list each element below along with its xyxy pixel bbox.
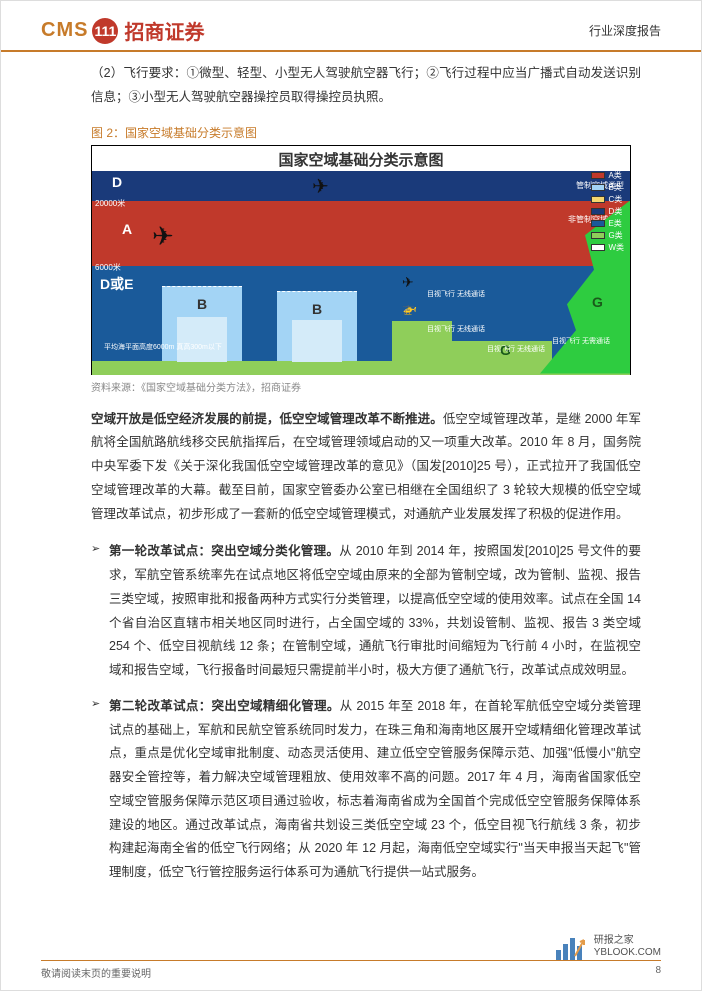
content-area: （2）飞行要求：①微型、轻型、小型无人驾驶航空器飞行；②飞行过程中应当广播式自动… bbox=[1, 52, 701, 885]
figure-title: 图 2：国家空域基础分类示意图 bbox=[91, 124, 641, 141]
logo: CMS 111 招商证券 bbox=[41, 16, 204, 45]
bullet-text: 第二轮改革试点：突出空域精细化管理。从 2015 年至 2018 年，在首轮军航… bbox=[109, 695, 641, 885]
diagram-annotation: 目视飞行 无线通话 bbox=[487, 346, 545, 354]
zone-label: D bbox=[112, 174, 122, 190]
page-footer: 敬请阅读末页的重要说明 8 bbox=[41, 960, 661, 980]
watermark-text: 研报之家 YBLOOK.COM bbox=[594, 935, 661, 959]
legend-item: D类 bbox=[591, 206, 624, 217]
legend-item: A类 bbox=[591, 170, 624, 181]
diagram-title: 国家空域基础分类示意图 bbox=[92, 148, 630, 171]
diagram-annotation: 目视飞行 无线通话 bbox=[427, 291, 485, 299]
logo-en: CMS bbox=[41, 19, 88, 42]
watermark: 研报之家 YBLOOK.COM bbox=[556, 934, 661, 960]
zone-label: A bbox=[122, 221, 132, 237]
bullet-item: ➢第二轮改革试点：突出空域精细化管理。从 2015 年至 2018 年，在首轮军… bbox=[91, 695, 641, 885]
helicopter-icon: 🚁 bbox=[402, 301, 417, 315]
legend-item: G类 bbox=[591, 230, 624, 241]
aircraft-icon: ✈ bbox=[152, 221, 174, 252]
diagram-annotation: 平均海平面高度6000m 真高300m以下 bbox=[104, 344, 222, 352]
y-axis-label: 6000米 bbox=[95, 262, 121, 273]
aircraft-icon: ✈ bbox=[402, 274, 414, 291]
watermark-arrow-icon bbox=[574, 934, 588, 960]
page-header: CMS 111 招商证券 行业深度报告 bbox=[1, 1, 701, 52]
aircraft-icon: ✈ bbox=[312, 174, 329, 199]
bullet-item: ➢第一轮改革试点：突出空域分类化管理。从 2010 年到 2014 年，按照国发… bbox=[91, 540, 641, 683]
zone-label: D或E bbox=[100, 274, 133, 294]
legend-item: B类 bbox=[591, 182, 624, 193]
intro-paragraph: （2）飞行要求：①微型、轻型、小型无人驾驶航空器飞行；②飞行过程中应当广播式自动… bbox=[91, 62, 641, 110]
legend-item: W类 bbox=[591, 242, 624, 253]
logo-cn: 招商证券 bbox=[124, 16, 204, 45]
figure-source: 资料来源：《国家空域基础分类方法》，招商证券 bbox=[91, 379, 641, 394]
diagram-annotation: 目视飞行 无需通话 bbox=[552, 338, 610, 346]
bullet-list: ➢第一轮改革试点：突出空域分类化管理。从 2010 年到 2014 年，按照国发… bbox=[91, 540, 641, 885]
legend: A类B类C类D类E类G类W类 bbox=[591, 170, 624, 254]
airspace-diagram: 国家空域基础分类示意图 ✈ ✈ ✈ 🚁 20000米 6000米 D A D或E B B G… bbox=[91, 145, 631, 375]
footer-note: 敬请阅读末页的重要说明 bbox=[41, 965, 151, 980]
legend-item: C类 bbox=[591, 194, 624, 205]
b-zone-1-inner bbox=[177, 317, 227, 362]
zone-label: B bbox=[312, 301, 322, 317]
y-axis-label: 20000米 bbox=[95, 198, 125, 209]
zone-label: B bbox=[197, 296, 207, 312]
legend-item: E类 bbox=[591, 218, 624, 229]
page-number: 8 bbox=[655, 965, 661, 980]
main-para-lead: 空域开放是低空经济发展的前提，低空空域管理改革不断推进。 bbox=[91, 412, 443, 426]
bullet-text: 第一轮改革试点：突出空域分类化管理。从 2010 年到 2014 年，按照国发[… bbox=[109, 540, 641, 683]
main-para-body: 低空空域管理改革，是继 2000 年军航将全国航路航线移交民航指挥后，在空域管理… bbox=[91, 412, 641, 521]
bullet-marker: ➢ bbox=[91, 540, 109, 683]
watermark-bars-icon bbox=[556, 934, 588, 960]
header-category: 行业深度报告 bbox=[589, 22, 661, 39]
b-zone-2-inner bbox=[292, 320, 342, 362]
diagram-annotation: 目视飞行 无线通话 bbox=[427, 326, 485, 334]
zone-label: G bbox=[592, 294, 603, 310]
bullet-marker: ➢ bbox=[91, 695, 109, 885]
main-paragraph: 空域开放是低空经济发展的前提，低空空域管理改革不断推进。低空空域管理改革，是继 … bbox=[91, 408, 641, 527]
logo-badge: 111 bbox=[92, 18, 118, 44]
zone-d bbox=[92, 166, 630, 201]
